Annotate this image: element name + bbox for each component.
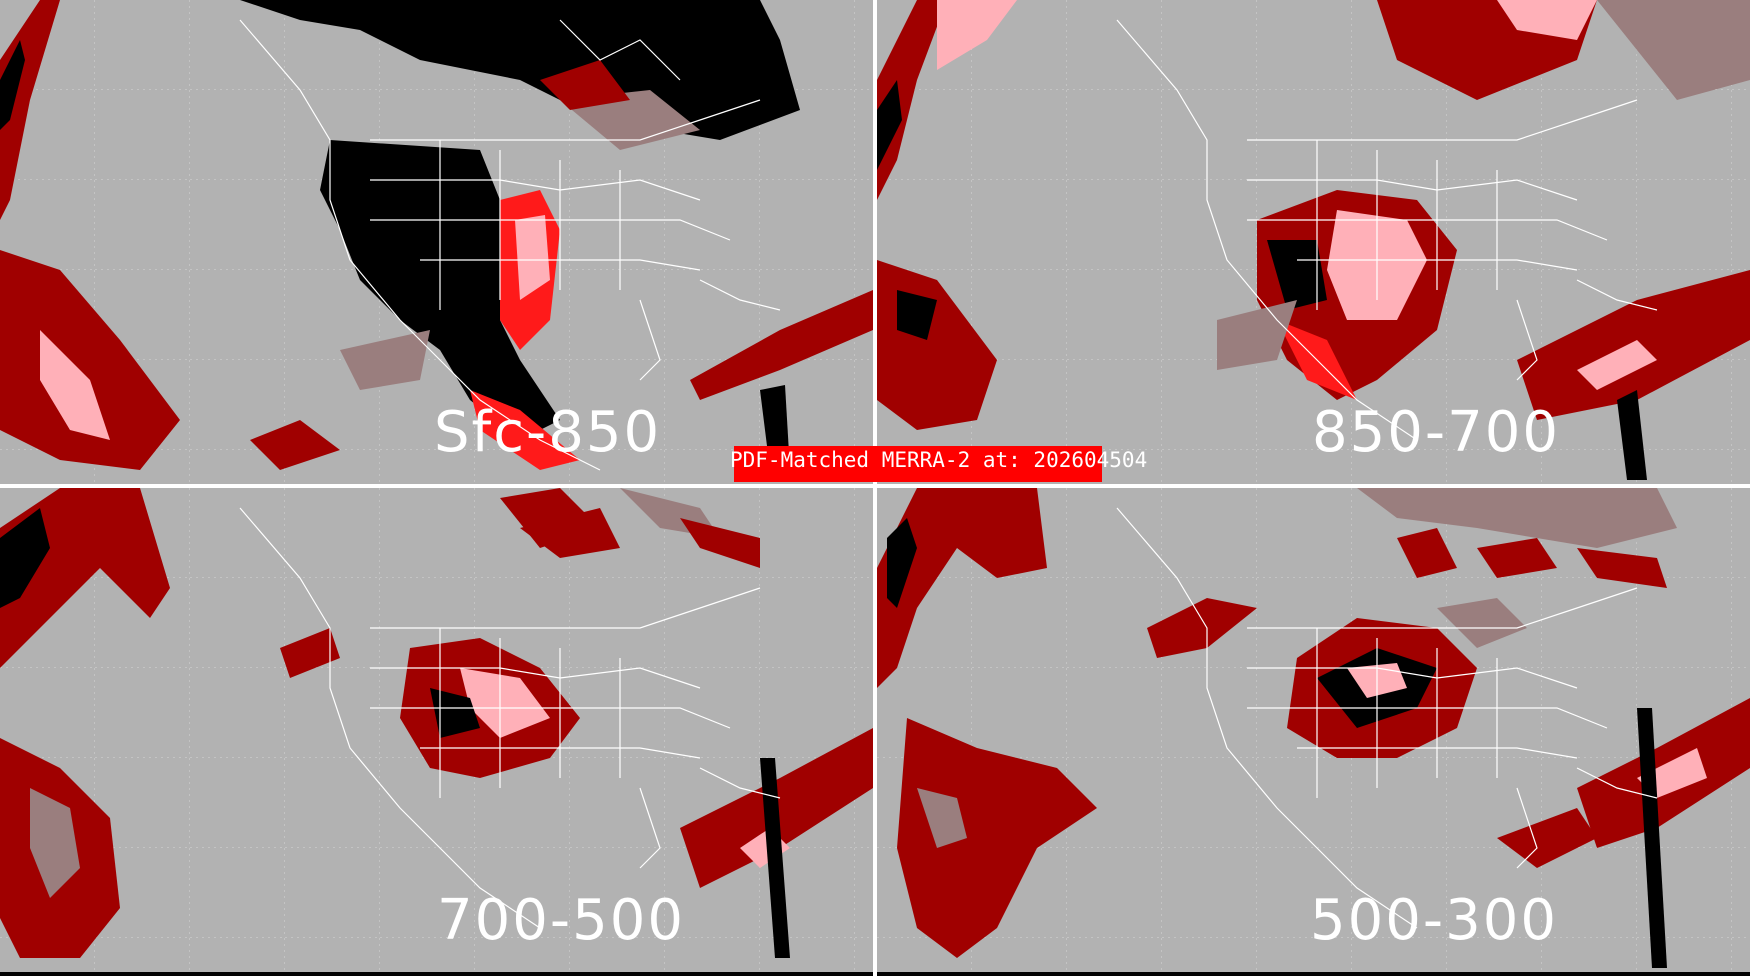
layer-label-700-500: 700-500 bbox=[437, 888, 685, 953]
page-title: PDF-Matched MERRA-2 at: 202604504 bbox=[730, 448, 1148, 472]
map-850-700 bbox=[877, 0, 1750, 484]
horizontal-divider bbox=[0, 484, 1750, 488]
title-bar bbox=[734, 446, 1102, 482]
vertical-divider bbox=[873, 0, 877, 976]
map-panel-500-300: 500-300 bbox=[877, 488, 1750, 972]
map-panel-850-700: 850-700 bbox=[877, 0, 1750, 484]
map-panel-sfc-850: Sfc-850 bbox=[0, 0, 873, 484]
map-500-300 bbox=[877, 488, 1750, 972]
map-sfc-850 bbox=[0, 0, 873, 484]
map-700-500 bbox=[0, 488, 873, 972]
layer-label-500-300: 500-300 bbox=[1310, 888, 1558, 953]
layer-label-sfc-850: Sfc-850 bbox=[434, 400, 662, 465]
map-panel-700-500: 700-500 bbox=[0, 488, 873, 972]
layer-label-850-700: 850-700 bbox=[1312, 400, 1560, 465]
